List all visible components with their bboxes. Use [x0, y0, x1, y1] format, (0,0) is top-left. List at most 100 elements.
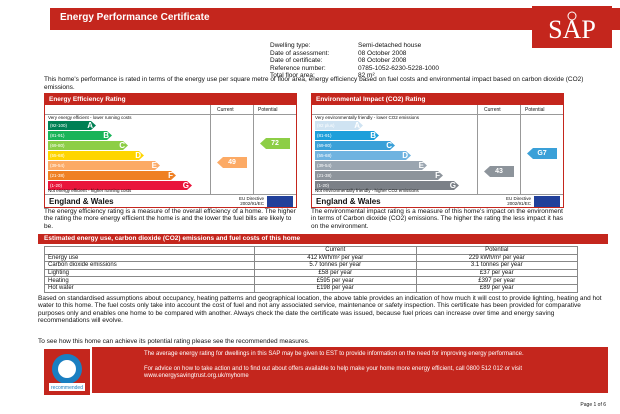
potential-value: £89 per year	[415, 283, 578, 293]
rating-band-f: (21-38) F	[48, 171, 176, 180]
band-range: (21-38)	[50, 173, 65, 178]
band-range: (1-20)	[50, 183, 63, 188]
col-potential: Potential	[415, 246, 578, 255]
row-label: Hot water	[44, 283, 255, 293]
band-letter: A	[87, 121, 93, 130]
band-range: (81-91)	[317, 133, 332, 138]
band-range: (92-100)	[50, 123, 68, 128]
current-value: £198 per year	[254, 283, 417, 293]
rating-band-c: (69-80) C	[315, 141, 395, 150]
costs-title: Estimated energy use, carbon dioxide (CO…	[38, 234, 608, 244]
efficiency-description: The energy efficiency rating is a measur…	[44, 208, 296, 230]
band-letter: F	[435, 171, 440, 180]
rating-band-d: (55-68) D	[48, 151, 144, 160]
row-label: Lighting	[44, 268, 255, 278]
current-value: 5.7 tonnes per year	[254, 261, 417, 270]
band-letter: G	[449, 181, 456, 190]
bottom-note: Not environmentally friendly - higher CO…	[315, 188, 419, 193]
detail-label: Date of assessment:	[270, 49, 330, 57]
energy-saving-trust-box: The average energy rating for dwellings …	[92, 347, 608, 393]
band-range: (39-54)	[317, 163, 332, 168]
detail-value: 08 October 2008	[358, 49, 407, 57]
col-current: Current	[254, 246, 417, 255]
costs-table: Current Potential Energy use 412 kWh/m² p…	[44, 246, 578, 293]
band-letter: A	[354, 121, 360, 130]
table-row: Carbon dioxide emissions 5.7 tonnes per y…	[44, 261, 578, 270]
footer-line-1: The average energy rating for dwellings …	[144, 351, 524, 357]
band-range: (39-54)	[50, 163, 65, 168]
detail-label: Date of certificate:	[270, 57, 323, 65]
panel-title: Environmental Impact (CO2) Rating	[312, 94, 563, 105]
rating-band-c: (69-80) C	[48, 141, 128, 150]
col-current: Current	[217, 107, 234, 113]
page-number: Page 1 of 6	[580, 402, 606, 408]
band-range: (81-91)	[50, 133, 65, 138]
detail-value: 82 m²	[358, 72, 375, 80]
row-label: Carbon dioxide emissions	[44, 261, 255, 270]
panel-title: Energy Efficiency Rating	[45, 94, 296, 105]
detail-value: 08 October 2008	[358, 57, 407, 65]
detail-row: Total floor area: 82 m²	[270, 72, 439, 80]
energy-saving-recommended-logo: recommended	[44, 349, 90, 395]
see-recommendations-text: To see how this home can achieve its pot…	[38, 338, 310, 345]
band-letter: D	[135, 151, 141, 160]
current-value: £595 per year	[254, 276, 417, 285]
potential-value: 229 kWh/m² per year	[415, 253, 578, 263]
detail-row: Date of assessment: 08 October 2008	[270, 50, 439, 58]
eu-directive-number: 2002/91/EC	[507, 201, 531, 206]
detail-row: Dwelling type: Semi-detached house	[270, 42, 439, 50]
rating-band-a: (92 plus) A	[315, 121, 363, 130]
eu-flag-icon	[534, 196, 560, 207]
detail-value: Semi-detached house	[358, 42, 422, 49]
row-label: Energy use	[44, 253, 255, 263]
band-range: (69-80)	[317, 143, 332, 148]
current-value: 412 kWh/m² per year	[254, 253, 417, 263]
potential-rating-arrow: G7	[527, 148, 557, 159]
table-row: Energy use 412 kWh/m² per year 229 kWh/m² …	[44, 253, 578, 263]
band-range: (55-68)	[50, 153, 65, 158]
current-value: £58 per year	[254, 268, 417, 278]
detail-label: Reference number:	[270, 64, 326, 72]
table-row: Heating £595 per year £397 per year	[44, 276, 578, 285]
rating-band-b: (81-91) B	[315, 131, 379, 140]
rating-band-e: (39-54) E	[48, 161, 160, 170]
band-letter: G	[182, 181, 189, 190]
band-range: (21-38)	[317, 173, 332, 178]
intro-text: This home's performance is rated in term…	[44, 76, 584, 91]
rating-band-g: (1-20) G	[315, 181, 459, 190]
footer-line-2: For advice on how to take action and to …	[144, 366, 523, 379]
col-potential: Potential	[525, 107, 545, 113]
rating-band-g: (1-20) G	[48, 181, 192, 190]
current-rating-arrow: 43	[484, 166, 514, 177]
energy-efficiency-panel: Energy Efficiency Rating Current Potenti…	[44, 93, 297, 208]
potential-rating-arrow: 72	[260, 138, 290, 149]
top-note: Very energy efficient - lower running co…	[48, 115, 132, 120]
rating-band-e: (39-54) E	[315, 161, 427, 170]
potential-value: £397 per year	[415, 276, 578, 285]
eu-directive: EU Directive	[238, 196, 264, 201]
band-letter: F	[168, 171, 173, 180]
detail-label: Total floor area:	[270, 72, 315, 80]
est-logo-text: recommended	[51, 385, 83, 391]
eu-directive: EU Directive	[505, 196, 531, 201]
band-letter: B	[370, 131, 376, 140]
bottom-note: Not energy efficient - higher running co…	[48, 188, 132, 193]
potential-value: £37 per year	[415, 268, 578, 278]
detail-row: Reference number: 0785-1052-6230-5228-100…	[270, 65, 439, 73]
col-current: Current	[484, 107, 501, 113]
sap-logo-text: SAP	[548, 15, 596, 44]
rating-band-a: (92-100) A	[48, 121, 96, 130]
detail-row: Date of certificate: 08 October 2008	[270, 57, 439, 65]
certificate-header: Energy Performance Certificate SAP	[50, 6, 620, 48]
band-letter: B	[103, 131, 109, 140]
band-letter: D	[402, 151, 408, 160]
eu-directive-number: 2002/91/EC	[240, 201, 264, 206]
environmental-description: The environmental impact rating is a mea…	[311, 208, 564, 230]
band-letter: C	[386, 141, 392, 150]
eu-flag-icon	[267, 196, 293, 207]
band-letter: C	[119, 141, 125, 150]
rating-band-f: (21-38) F	[315, 171, 443, 180]
table-row: Hot water £198 per year £89 per year	[44, 283, 578, 293]
sap-logo: SAP	[532, 6, 612, 48]
band-letter: E	[151, 161, 157, 170]
